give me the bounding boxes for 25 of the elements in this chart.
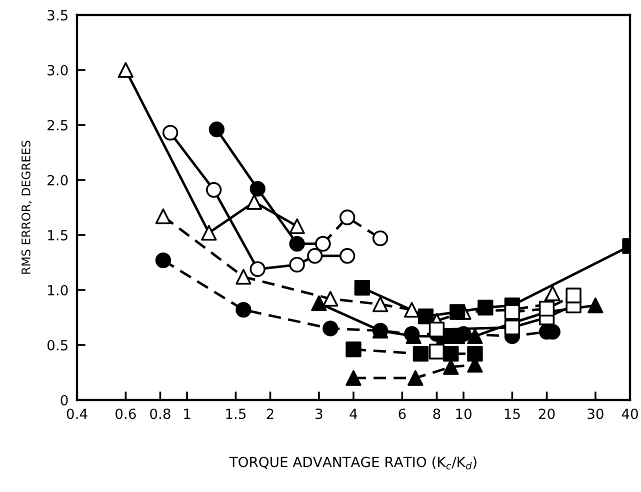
x-tick-label: 15 (504, 408, 520, 420)
y-tick-label: 1.0 (48, 284, 68, 296)
x-tick-label: 3 (316, 408, 322, 420)
x-tick-label: 0.8 (150, 408, 170, 420)
x-tick-label: 6 (398, 408, 406, 420)
x-tick-label: 30 (588, 408, 604, 420)
x-axis-title: TORQUE ADVANTAGE RATIO (K$_{c}$/K$_{d}$) (229, 456, 476, 470)
x-tick-label: 10 (456, 408, 472, 420)
x-tick-label: 40 (622, 408, 638, 420)
x-tick-label: 20 (538, 408, 555, 420)
x-tick-label: 1.5 (226, 408, 246, 420)
y-tick-label: 3.0 (48, 64, 68, 76)
y-axis-title: RMS ERROR, DEGREES (21, 140, 32, 274)
y-tick-label: 0 (60, 394, 68, 406)
y-tick-label: 0.5 (47, 340, 68, 350)
x-tick-label: 1 (184, 408, 190, 419)
y-tick-label: 3.5 (48, 10, 68, 20)
y-tick-label: 1.5 (48, 230, 68, 240)
y-tick-label: 2.5 (48, 120, 68, 130)
y-tick-label: 2.0 (48, 174, 68, 186)
x-tick-label: 0.4 (66, 408, 88, 420)
x-tick-label: 0.6 (116, 408, 136, 420)
x-tick-label: 4 (350, 408, 358, 419)
x-tick-label: 2 (266, 408, 274, 419)
x-tick-label: 8 (433, 408, 440, 420)
